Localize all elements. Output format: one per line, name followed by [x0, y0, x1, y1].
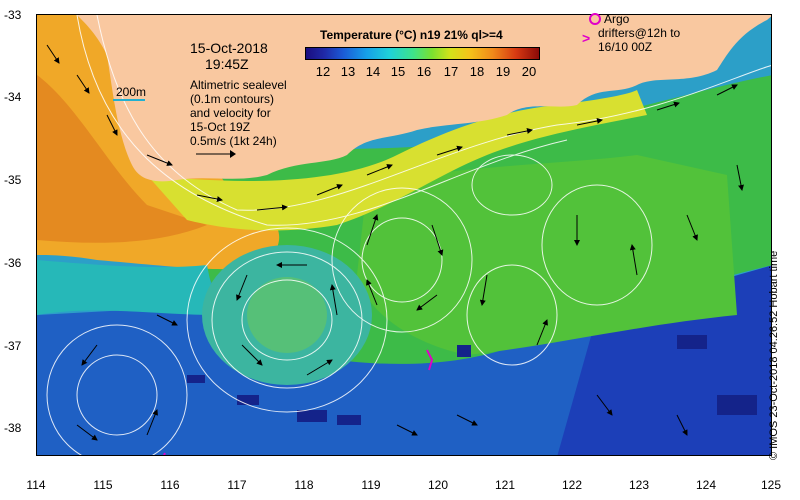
- colorbar-label: 13: [340, 64, 356, 79]
- sealevel-note-line: Altimetric sealevel: [190, 78, 287, 92]
- sealevel-contours: [46, 15, 771, 455]
- colorbar-label: 20: [521, 64, 537, 79]
- lon-label-121: 121: [494, 478, 516, 492]
- time-text: 19:45Z: [205, 56, 249, 72]
- lon-label-117: 117: [227, 478, 247, 492]
- sst-map: [37, 15, 771, 455]
- lon-label-119: 119: [361, 478, 381, 492]
- lat-label-34: -34: [4, 90, 22, 104]
- lon-label-122: 122: [561, 478, 583, 492]
- colorbar-title: Temperature (°C) n19 21% ql>=4: [320, 28, 503, 42]
- lon-label-120: 120: [427, 478, 449, 492]
- velocity-arrows: [46, 44, 744, 441]
- argo-legend-line1: Argo: [604, 12, 630, 26]
- lon-label-123: 123: [628, 478, 650, 492]
- lat-label-36: -36: [4, 256, 22, 270]
- sealevel-note-line: 0.5m/s (1kt 24h): [190, 134, 277, 148]
- lat-label-37: -37: [4, 339, 22, 353]
- colorbar-label: 16: [416, 64, 432, 79]
- lat-label-33: -33: [4, 8, 22, 22]
- colorbar-label: 14: [365, 64, 381, 79]
- lat-label-35: -35: [4, 173, 22, 187]
- credit-text: © IMOS 23-Oct-2018 04:26:52 Hobart time: [768, 250, 780, 460]
- sealevel-note-line: and velocity for: [190, 106, 271, 120]
- lon-label-118: 118: [294, 478, 314, 492]
- map-frame: [36, 14, 772, 456]
- coastal-warm-band: [147, 90, 647, 231]
- argo-circle-icon: [589, 13, 601, 25]
- velocity-scale-arrow: [196, 150, 236, 158]
- date-text: 15-Oct-2018: [190, 40, 268, 56]
- sealevel-note-line: 15-Oct 19Z: [190, 120, 251, 134]
- colorbar-label: 15: [390, 64, 406, 79]
- lat-label-38: -38: [4, 421, 22, 435]
- argo-chevron-icon: >: [582, 30, 591, 46]
- colorbar-label: 17: [443, 64, 459, 79]
- sealevel-note-line: (0.1m contours): [190, 92, 275, 106]
- contour-scale-line: [113, 99, 145, 101]
- temperature-colorbar: [305, 47, 540, 60]
- colorbar-label: 12: [315, 64, 331, 79]
- colorbar-label: 19: [495, 64, 511, 79]
- cold-speckles: [187, 335, 757, 425]
- lon-label-124: 124: [695, 478, 717, 492]
- lon-label-116: 116: [160, 478, 180, 492]
- lon-label-125: 125: [760, 478, 782, 492]
- australia-landmass: [37, 15, 771, 182]
- argo-drifter-tracks: [163, 349, 434, 455]
- argo-legend-line3: 16/10 00Z: [598, 40, 653, 54]
- lon-label-115: 115: [93, 478, 113, 492]
- argo-legend-line2: drifters@12h to: [598, 26, 681, 40]
- colorbar-label: 18: [469, 64, 485, 79]
- contour-scale-label: 200m: [116, 85, 147, 99]
- lon-label-114: 114: [26, 478, 46, 492]
